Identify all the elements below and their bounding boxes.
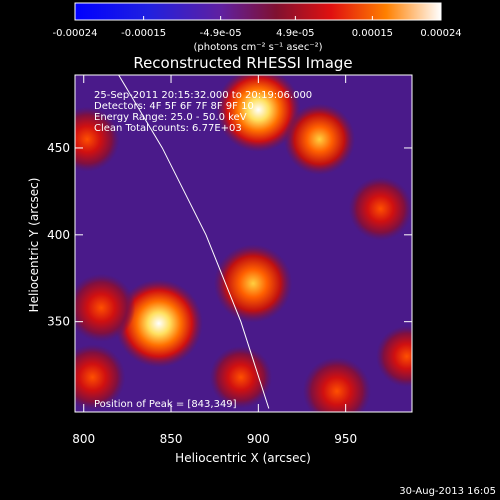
colorbar-unit-label: (photons cm⁻² s⁻¹ asec⁻²)	[193, 42, 322, 53]
emission-source	[114, 279, 203, 368]
emission-source	[75, 273, 136, 342]
chart-title: Reconstructed RHESSI Image	[133, 54, 352, 72]
plot-frame	[74, 74, 413, 413]
x-axis-label: Heliocentric X (arcsec)	[175, 451, 311, 465]
axis-ticks: 800 850 900 950 350 400 450	[47, 75, 412, 446]
time-range-annotation: 25-Sep-2011 20:15:32.000 to 20:19:06.000	[94, 90, 312, 101]
counts-annotation: Clean Total counts: 6.77E+03	[94, 123, 242, 134]
colorbar-tick-label: 4.9e-05	[276, 28, 314, 39]
colorbar-tick-label: -0.00024	[53, 28, 98, 39]
colorbar-tick-label: -0.00015	[121, 28, 166, 39]
x-tick-label: 800	[72, 432, 95, 446]
x-tick-label: 900	[247, 432, 270, 446]
peak-position-annotation: Position of Peak = [843,349]	[94, 399, 237, 410]
emission-source	[75, 344, 126, 411]
colorbar-ticks: -0.00024 -0.00015 -4.9e-05 4.9e-05 0.00015 0.…	[53, 16, 462, 39]
emission-source	[283, 103, 356, 175]
y-tick-label: 450	[47, 141, 70, 155]
y-tick-label: 400	[47, 228, 70, 242]
y-axis-label: Heliocentric Y (arcsec)	[27, 178, 41, 313]
x-tick-label: 950	[334, 432, 357, 446]
energy-range-annotation: Energy Range: 25.0 - 50.0 keV	[94, 112, 247, 123]
colorbar	[74, 2, 442, 21]
emission-source	[216, 75, 301, 152]
heatmap-sources	[75, 75, 412, 412]
emission-source	[348, 176, 412, 241]
y-tick-label: 350	[47, 315, 70, 329]
emission-source	[209, 346, 273, 409]
timestamp: 30-Aug-2013 16:05	[399, 486, 496, 497]
colorbar-tick-label: 0.00024	[420, 28, 461, 39]
emission-source	[302, 357, 372, 412]
detectors-annotation: Detectors: 4F 5F 6F 7F 8F 9F 10	[94, 101, 254, 112]
emission-source	[75, 106, 120, 172]
colorbar-tick-label: -4.9e-05	[200, 28, 242, 39]
solar-limb-line	[118, 75, 270, 409]
x-tick-label: 850	[160, 432, 183, 446]
emission-source	[375, 325, 412, 388]
colorbar-tick-label: 0.00015	[352, 28, 393, 39]
